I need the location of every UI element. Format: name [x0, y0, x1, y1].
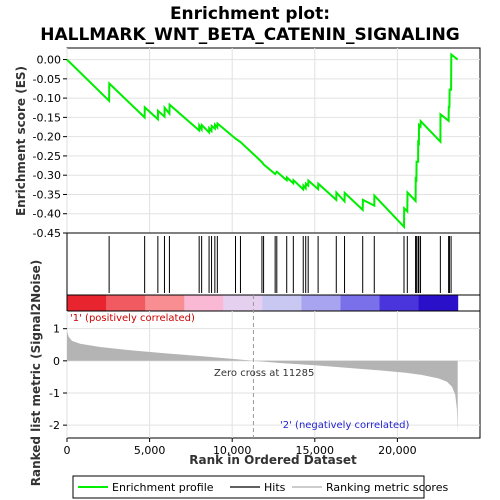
- ranked-y-tick-label: 1: [53, 323, 60, 336]
- es-y-tick-label: -0.45: [33, 227, 61, 240]
- ranking-heat-bar: [67, 295, 459, 311]
- heat-bar-segment: [379, 295, 420, 311]
- zero-cross-label: Zero cross at 11285: [214, 368, 314, 379]
- chart-title-line1: Enrichment plot:: [170, 4, 330, 24]
- es-y-tick-label: -0.25: [33, 150, 61, 163]
- es-y-tick-label: -0.15: [33, 111, 61, 124]
- x-tick-label: 20,000: [378, 444, 417, 457]
- ranked-panel-x-ticks: 0 5,000 10,000 15,000 20,000: [64, 438, 417, 457]
- ranked-y-axis-label: Ranked list metric (Signal2Noise): [29, 260, 43, 487]
- hits-panel-frame: [66, 232, 481, 296]
- es-y-tick-label: -0.10: [33, 92, 61, 105]
- ranked-y-tick-label: -2: [49, 419, 60, 432]
- heat-bar-segment: [67, 295, 107, 311]
- ranked-panel-frame: [66, 310, 481, 439]
- heat-bar-segment: [418, 295, 459, 311]
- ranked-panel-y-ticks: 1 0 -1 -2: [49, 323, 67, 432]
- heat-bar-segment: [106, 295, 146, 311]
- x-tick-label: 15,000: [296, 444, 335, 457]
- heat-bar-segment: [301, 295, 341, 311]
- x-tick-label: 5,000: [134, 444, 166, 457]
- legend-ranking-label: Ranking metric scores: [326, 481, 448, 494]
- x-tick-label: 0: [64, 444, 71, 457]
- es-y-tick-label: -0.20: [33, 131, 61, 144]
- x-tick-label: 10,000: [213, 444, 252, 457]
- es-y-tick-label: -0.35: [33, 188, 61, 201]
- chart-title-line2: HALLMARK_WNT_BETA_CATENIN_SIGNALING: [40, 25, 460, 45]
- ranked-y-tick-label: -1: [49, 387, 60, 400]
- heat-bar-segment: [262, 295, 302, 311]
- positive-correlation-label: '1' (positively correlated): [70, 313, 195, 324]
- legend-hits-label: Hits: [264, 481, 286, 494]
- es-y-tick-label: -0.40: [33, 208, 61, 221]
- ranked-y-tick-label: 0: [53, 355, 60, 368]
- heat-bar-segment: [223, 295, 263, 311]
- es-panel-y-ticks: 0.00 -0.05 -0.10 -0.15 -0.20 -0.25 -0.30 -0.35 -…: [33, 54, 67, 240]
- heat-bar-segment: [145, 295, 185, 311]
- es-y-tick-label: -0.30: [33, 169, 61, 182]
- enrichment-profile-line: [66, 52, 459, 230]
- heat-bar-segment: [340, 295, 381, 311]
- legend-enrichment-label: Enrichment profile: [112, 481, 214, 494]
- x-axis-label: Rank in Ordered Dataset: [189, 453, 357, 467]
- heat-bar-segment: [184, 295, 224, 311]
- negative-correlation-label: '2' (negatively correlated): [280, 420, 409, 431]
- es-y-axis-label: Enrichment score (ES): [14, 66, 28, 216]
- es-y-tick-label: -0.05: [33, 73, 61, 86]
- hits-marks: [108, 236, 452, 293]
- es-y-tick-label: 0.00: [37, 54, 62, 67]
- ranking-metric-area: [67, 331, 458, 434]
